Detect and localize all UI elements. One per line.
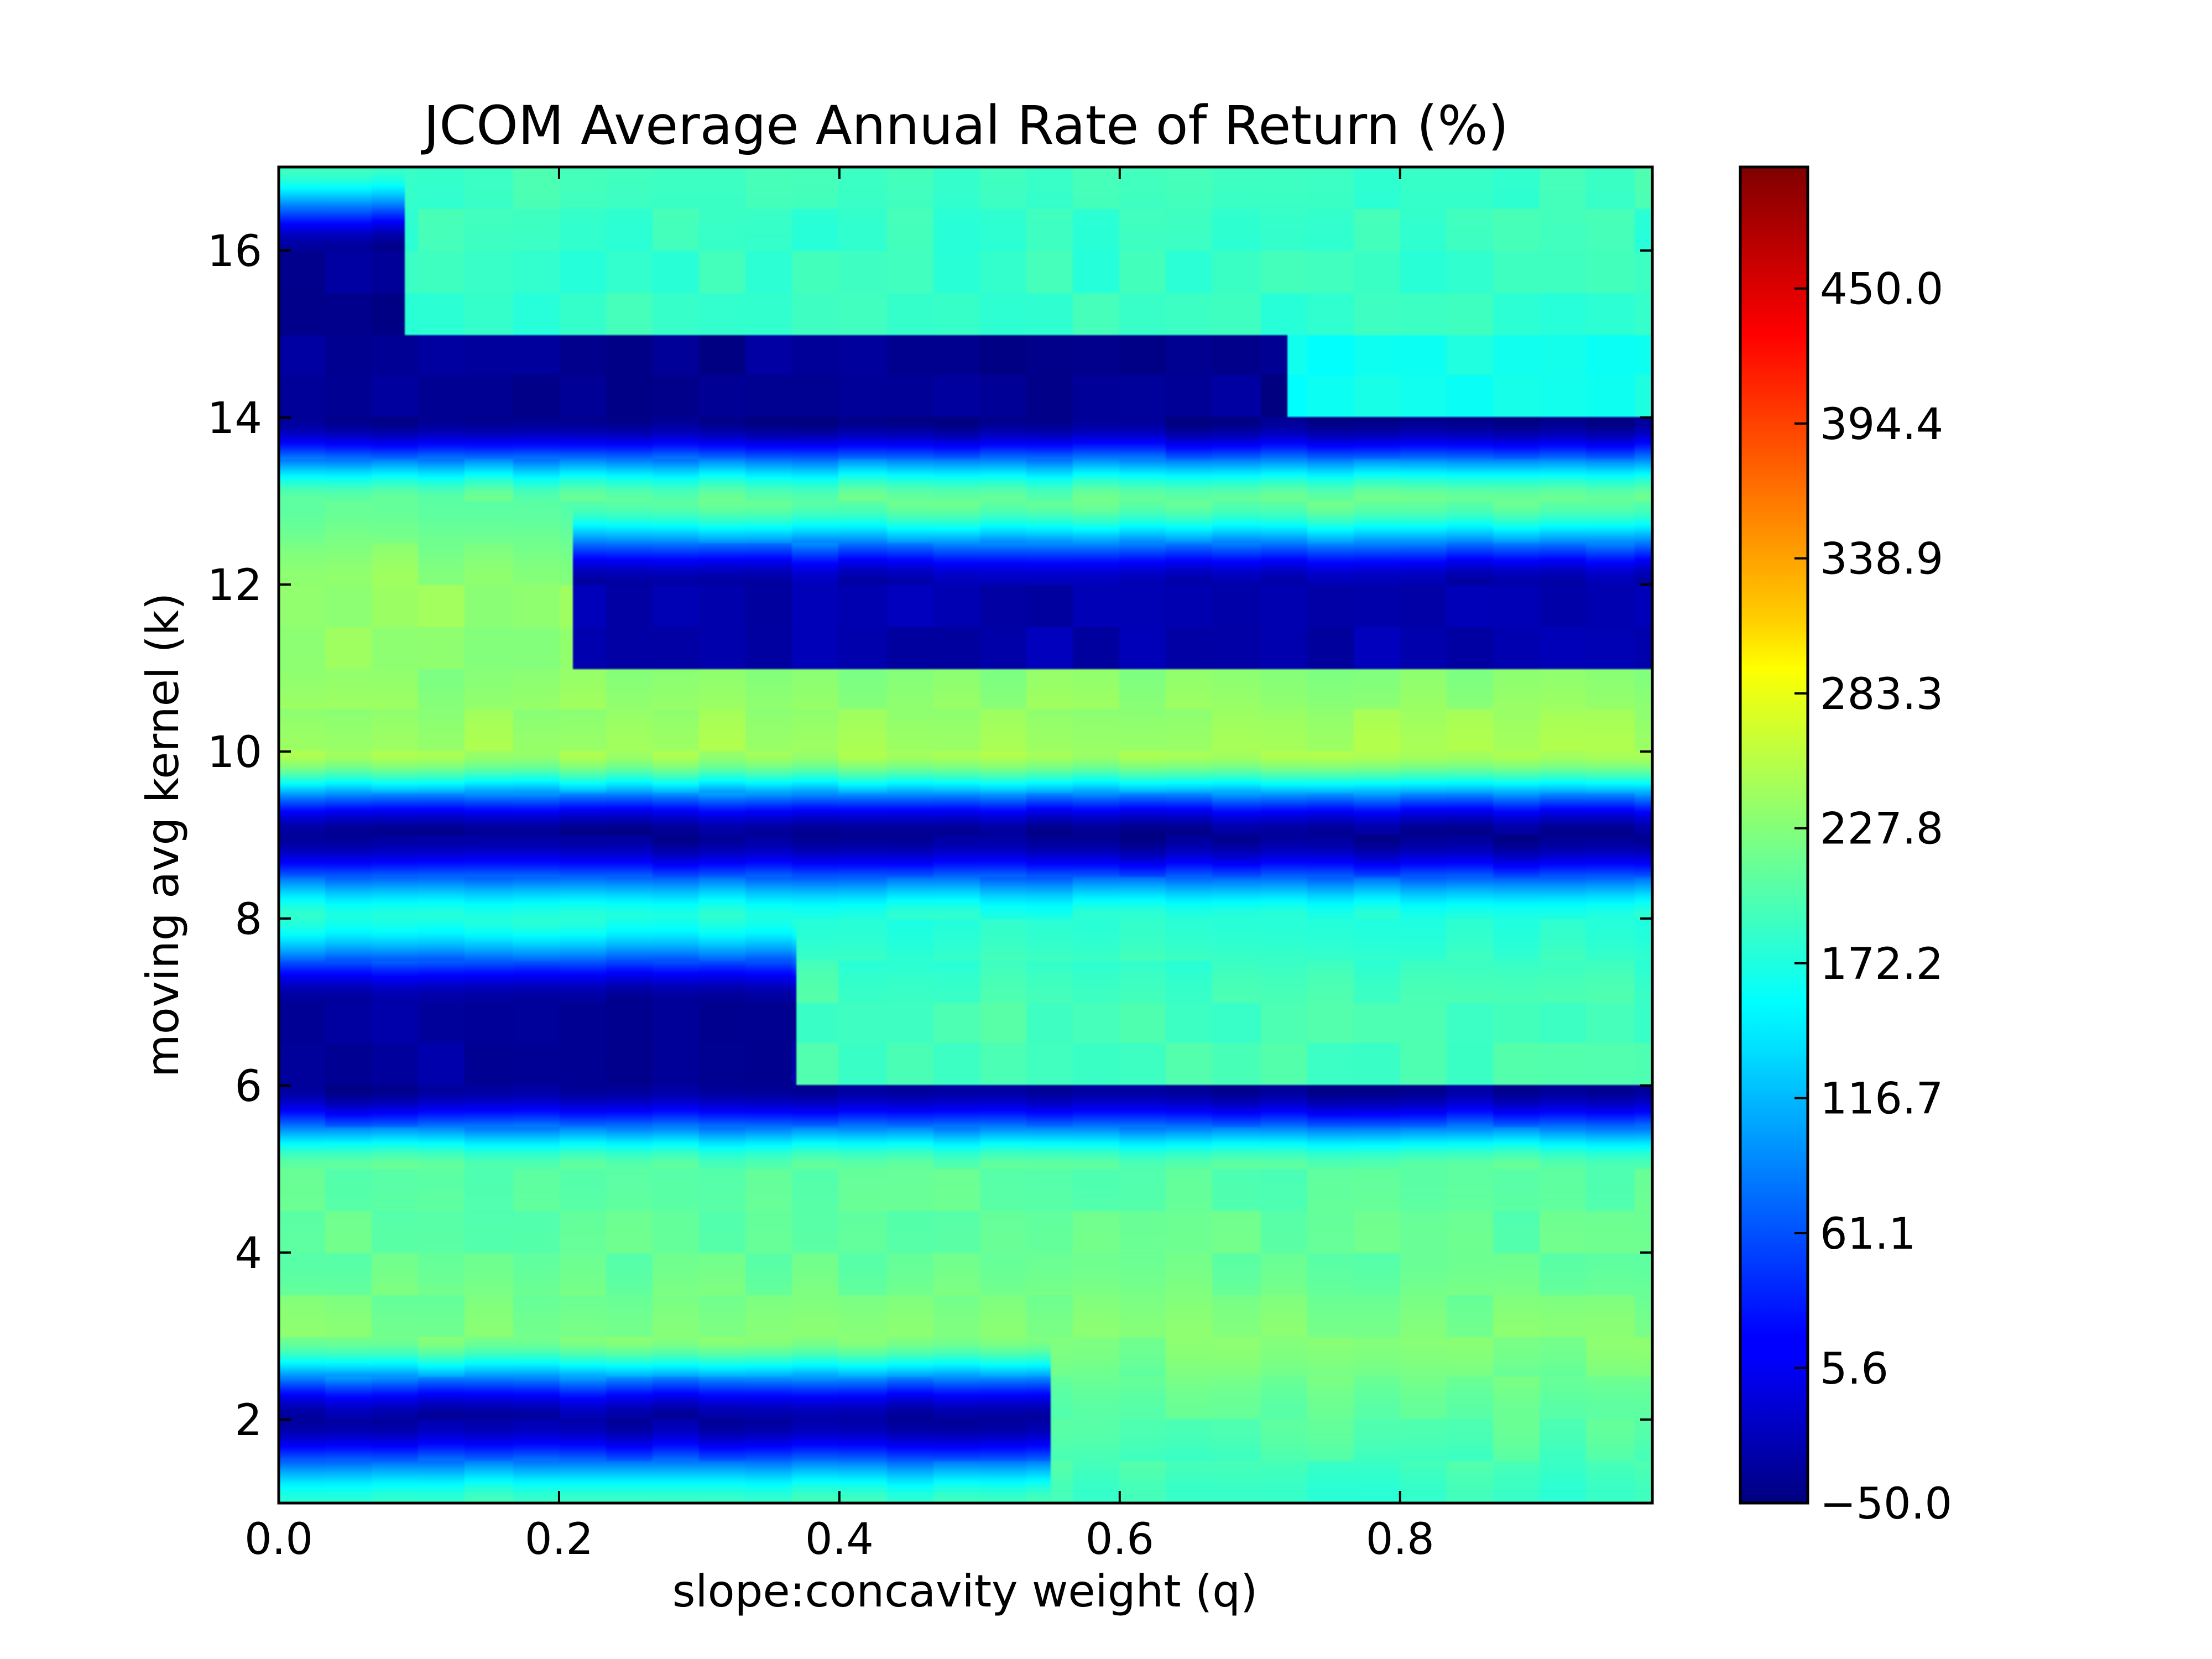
colorbar-tick-label: 338.9: [1820, 535, 1943, 585]
colorbar-tick-label: −50.0: [1820, 1479, 1952, 1529]
x-tick-label: 0.8: [1366, 1515, 1434, 1564]
y-axis-label: moving avg kernel (k): [137, 593, 189, 1077]
heatmap-canvas: [279, 167, 1652, 1503]
y-tick-label: 16: [207, 227, 262, 276]
x-tick-label: 0.0: [244, 1515, 313, 1564]
y-tick-label: 10: [207, 728, 262, 778]
y-axis-ticks: 2 4 6 8 10 12 14 16: [207, 227, 1652, 1446]
y-tick-label: 12: [207, 561, 262, 611]
y-tick-label: 2: [234, 1396, 262, 1446]
colorbar-tick-label: 61.1: [1820, 1209, 1916, 1259]
colorbar-tick-label: 227.8: [1820, 805, 1943, 854]
x-axis-ticks: 0.0 0.2 0.4 0.6 0.8: [244, 167, 1434, 1564]
x-tick-label: 0.4: [805, 1515, 874, 1564]
colorbar-ticks: −50.0 5.6 61.1 116.7 172.2 227.8 283.3 338.9 394…: [1794, 265, 1952, 1529]
y-tick-label: 8: [234, 895, 262, 945]
y-tick-label: 4: [234, 1229, 262, 1279]
x-tick-label: 0.6: [1086, 1515, 1154, 1564]
colorbar-tick-label: 172.2: [1820, 940, 1943, 989]
colorbar: [1739, 165, 1809, 1505]
heatmap-canvas-holder: [279, 167, 1652, 1503]
colorbar-tick-label: 450.0: [1820, 265, 1943, 315]
x-axis-label: slope:concavity weight (q): [672, 1566, 1258, 1617]
chart-title: JCOM Average Annual Rate of Return (%): [421, 95, 1509, 156]
colorbar-tick-label: 116.7: [1820, 1074, 1943, 1124]
y-tick-label: 6: [234, 1062, 262, 1112]
x-tick-label: 0.2: [525, 1515, 593, 1564]
colorbar-tick-label: 283.3: [1820, 670, 1943, 719]
plot-frame: [277, 165, 1654, 1505]
y-tick-label: 14: [207, 394, 262, 444]
colorbar-tick-label: 5.6: [1820, 1344, 1888, 1394]
colorbar-tick-label: 394.4: [1820, 400, 1943, 450]
